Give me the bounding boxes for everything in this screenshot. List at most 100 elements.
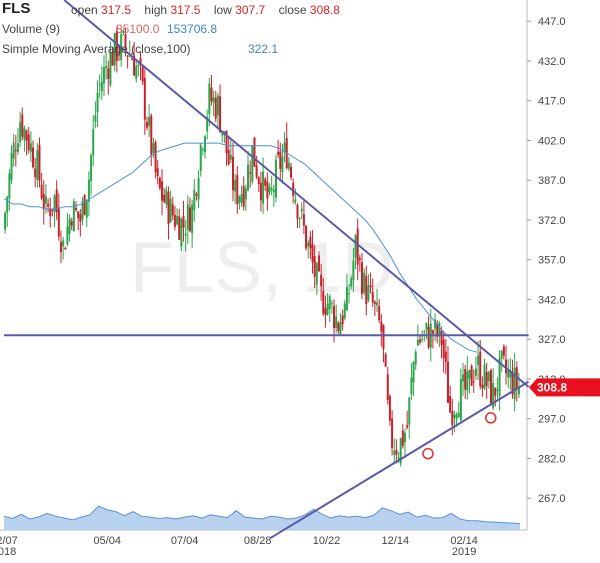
candle-body — [459, 379, 462, 421]
candle-body — [322, 290, 325, 314]
candle-body — [500, 350, 503, 359]
y-tick-label: 282.0 — [538, 453, 566, 465]
candle-body — [16, 143, 19, 153]
candle-body — [253, 137, 256, 167]
candle-body — [393, 450, 396, 455]
candle-body — [176, 216, 179, 225]
candle-body — [507, 371, 510, 378]
candle-body — [421, 338, 424, 340]
low-label: low — [213, 3, 232, 17]
candle-body — [184, 233, 187, 236]
candle-body — [350, 278, 353, 287]
candle-body — [279, 151, 282, 169]
candle-body — [376, 302, 379, 306]
trendline[interactable] — [270, 380, 530, 539]
candle-body — [234, 179, 237, 192]
candle-body — [204, 136, 207, 153]
candle-body — [410, 377, 413, 395]
candle-body — [345, 287, 348, 311]
candle-body — [115, 30, 118, 61]
candle-body — [210, 87, 213, 102]
candle-body — [294, 199, 297, 203]
candle-body — [163, 194, 166, 202]
candle-body — [466, 371, 469, 391]
candle-body — [360, 262, 363, 294]
candle-body — [427, 326, 430, 348]
x-tick-year-label: 2019 — [452, 546, 476, 558]
candle-body — [468, 369, 471, 379]
candle-body — [57, 207, 60, 237]
candle-body — [244, 188, 247, 200]
candle-body — [227, 149, 230, 165]
candle-body — [152, 143, 155, 153]
candle-body — [268, 186, 271, 193]
candle-body — [141, 66, 144, 82]
candle-body — [489, 370, 492, 404]
candle-body — [186, 204, 189, 230]
candle-body — [457, 412, 460, 418]
candle-body — [180, 218, 183, 247]
candle-body — [371, 291, 374, 303]
open-value: 317.5 — [101, 3, 132, 17]
candle-body — [94, 115, 97, 122]
watermark: FLS, 1D — [130, 228, 394, 308]
candle-body — [23, 128, 26, 140]
candle-body — [431, 330, 434, 334]
volume-value-a: 85100.0 — [116, 22, 160, 36]
candle-body — [105, 66, 108, 69]
candle-body — [425, 322, 428, 330]
candle-body — [391, 418, 394, 448]
pivot-marker — [485, 412, 497, 424]
candle-body — [148, 116, 151, 126]
candle-body — [126, 55, 129, 57]
candle-body — [214, 97, 217, 119]
candle-body — [171, 204, 174, 216]
candle-body — [124, 34, 127, 49]
candle-body — [229, 154, 232, 160]
candle-body — [77, 211, 80, 219]
ohlc-readout: open 317.5 high 317.5 low 307.7 close 30… — [71, 3, 340, 17]
candle-body — [64, 247, 67, 250]
candle-body — [494, 387, 497, 396]
candle-body — [283, 142, 286, 153]
candle-body — [397, 457, 400, 459]
open-label: open — [71, 3, 98, 17]
y-tick-label: 357.0 — [538, 255, 566, 267]
candle-body — [257, 177, 260, 185]
last-price-tag — [529, 378, 600, 397]
candle-body — [139, 57, 142, 66]
y-tick-label: 402.0 — [538, 135, 566, 147]
candle-body — [313, 256, 316, 277]
high-value: 317.5 — [170, 3, 201, 17]
candle-body — [100, 81, 103, 92]
candle-body — [266, 181, 269, 199]
candle-body — [399, 438, 402, 464]
candle-body — [193, 189, 196, 211]
candle-body — [502, 346, 505, 356]
low-value: 307.7 — [235, 3, 266, 17]
y-tick-label: 372.0 — [538, 215, 566, 227]
candle-body — [505, 359, 508, 374]
candle-body — [85, 199, 88, 218]
candle-body — [247, 164, 250, 191]
candle-body — [408, 397, 411, 425]
volume-line — [3, 505, 521, 525]
candle-body — [444, 351, 447, 362]
candle-body — [492, 382, 495, 408]
candle-body — [474, 368, 477, 376]
trendline[interactable] — [63, 0, 530, 388]
candle-body — [38, 144, 41, 181]
candle-body — [414, 352, 417, 365]
candle-body — [47, 203, 50, 207]
y-tick-label: 432.0 — [538, 56, 566, 68]
candle-body — [496, 390, 499, 392]
candle-body — [343, 303, 346, 319]
candle-body — [446, 361, 449, 403]
candle-body — [216, 95, 219, 116]
close-label: close — [278, 3, 307, 17]
candle-body — [363, 272, 366, 293]
candle-body — [335, 316, 338, 328]
candle-body — [317, 255, 320, 272]
